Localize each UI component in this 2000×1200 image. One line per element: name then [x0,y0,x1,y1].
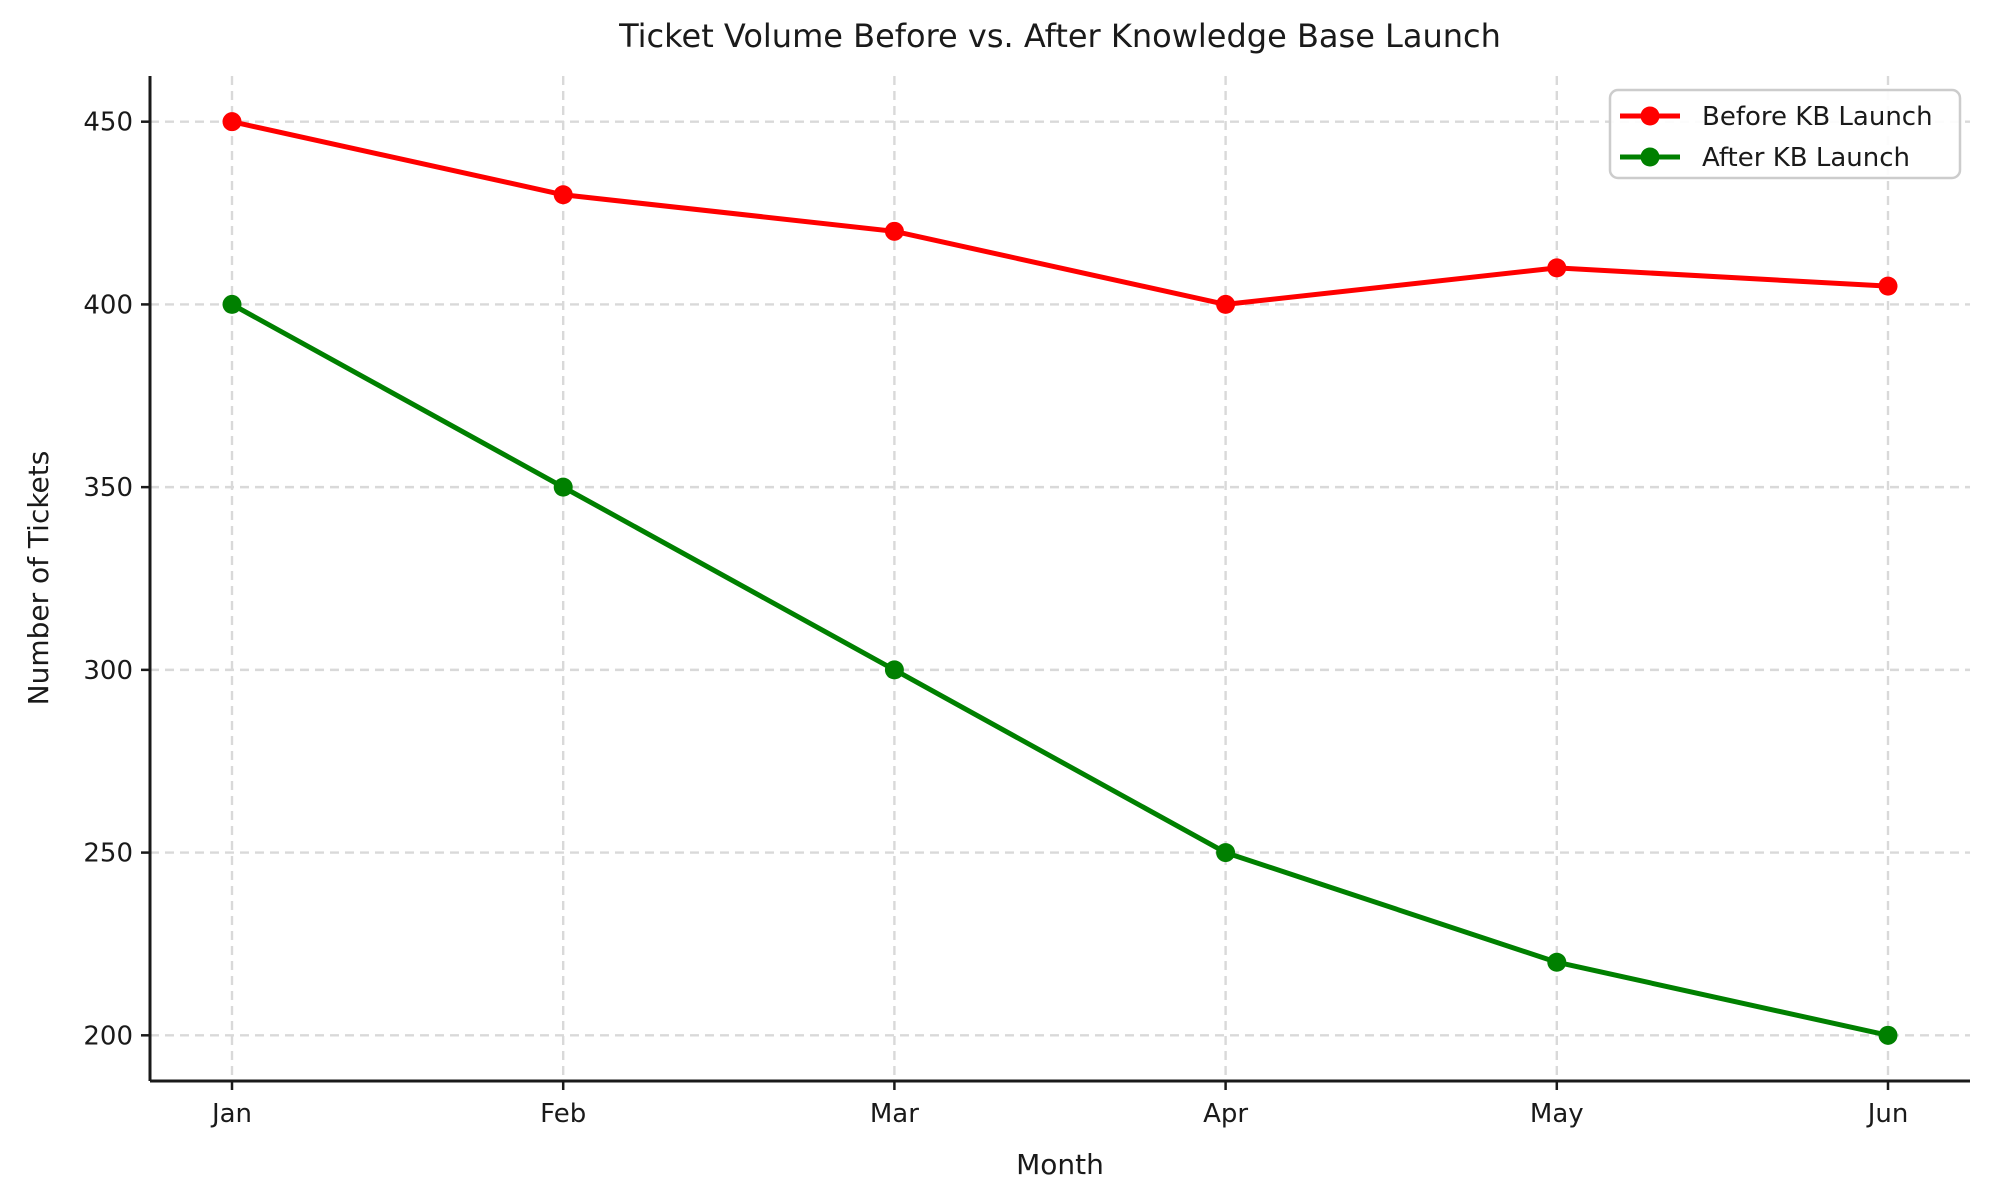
legend-label: After KB Launch [1702,143,1910,173]
axis-ticks [141,120,1890,1090]
data-point-marker [1547,258,1567,278]
y-tick-label: 450 [83,108,133,138]
legend-marker [1640,106,1660,126]
x-tick-label: May [1530,1099,1584,1129]
chart-title: Ticket Volume Before vs. After Knowledge… [618,17,1501,55]
data-point-marker [222,294,242,314]
data-point-marker [222,112,242,132]
legend-entry: After KB Launch [1620,143,1910,173]
data-point-marker [1878,1025,1898,1045]
x-tick-label: Mar [870,1099,919,1129]
data-point-marker [1216,843,1236,863]
y-tick-label: 350 [83,473,133,503]
data-point-marker [1216,294,1236,314]
x-tick-label: Feb [540,1099,586,1129]
x-tick-label: Jan [210,1099,252,1129]
data-point-marker [1878,276,1898,296]
series-line [229,301,1891,1038]
tick-labels: 200 250 300 350 400 450 Jan Feb Mar Apr May Jun [83,108,1908,1129]
series-line [229,119,1891,307]
x-tick-label: Jun [1866,1099,1909,1129]
y-tick-label: 300 [83,656,133,686]
legend-entry: Before KB Launch [1620,102,1933,132]
y-tick-label: 400 [83,290,133,320]
data-point-marker [1547,952,1567,972]
legend-box [1608,88,1962,180]
y-tick-label: 200 [83,1021,133,1051]
data-point-marker [884,221,904,241]
legend: Before KB Launch After KB Launch [1608,88,1962,180]
data-point-marker [553,477,573,497]
data-point-marker [884,660,904,680]
data-point-marker [553,185,573,205]
legend-marker [1640,147,1660,167]
y-axis-label: Number of Tickets [22,451,55,706]
x-axis-label: Month [1016,1148,1104,1181]
axis-spines [148,76,1970,1083]
x-tick-label: Apr [1203,1099,1248,1129]
gridlines [150,76,1970,1081]
legend-label: Before KB Launch [1702,102,1933,132]
data-series [222,112,1898,1045]
y-tick-label: 250 [83,839,133,869]
